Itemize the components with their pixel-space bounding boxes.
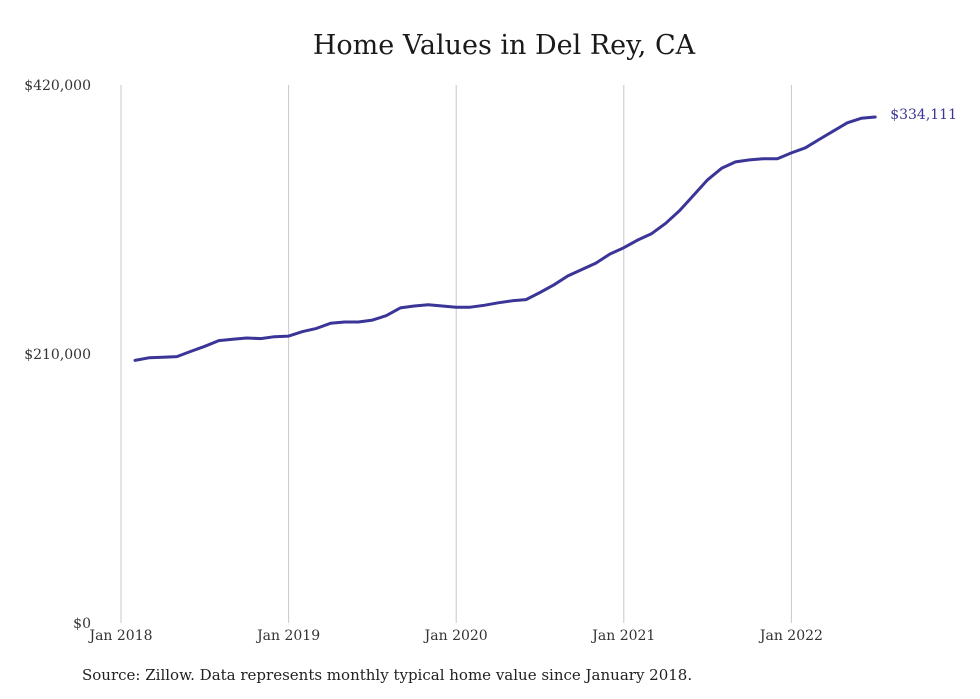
x-tick-label: Jan 2020 (423, 628, 488, 644)
x-tick-label: Jan 2022 (758, 628, 823, 644)
x-axis-tick-labels: Jan 2018 Jan 2019 Jan 2020 Jan 2021 Jan 2022 (87, 628, 822, 644)
source-note: Source: Zillow. Data represents monthly … (82, 666, 693, 684)
chart-title: Home Values in Del Rey, CA (312, 30, 696, 61)
x-tick-label: Jan 2018 (87, 628, 152, 644)
y-tick-label: $210,000 (24, 347, 91, 363)
home-value-line (133, 115, 877, 362)
end-value-label: $334,111 (890, 107, 957, 123)
y-axis-tick-labels: $0 $210,000 $420,000 (24, 78, 91, 632)
y-tick-label: $0 (73, 616, 91, 632)
x-tick-label: Jan 2019 (255, 628, 320, 644)
x-tick-label: Jan 2021 (590, 628, 655, 644)
vertical-gridlines (120, 85, 792, 623)
y-tick-label: $420,000 (24, 78, 91, 94)
